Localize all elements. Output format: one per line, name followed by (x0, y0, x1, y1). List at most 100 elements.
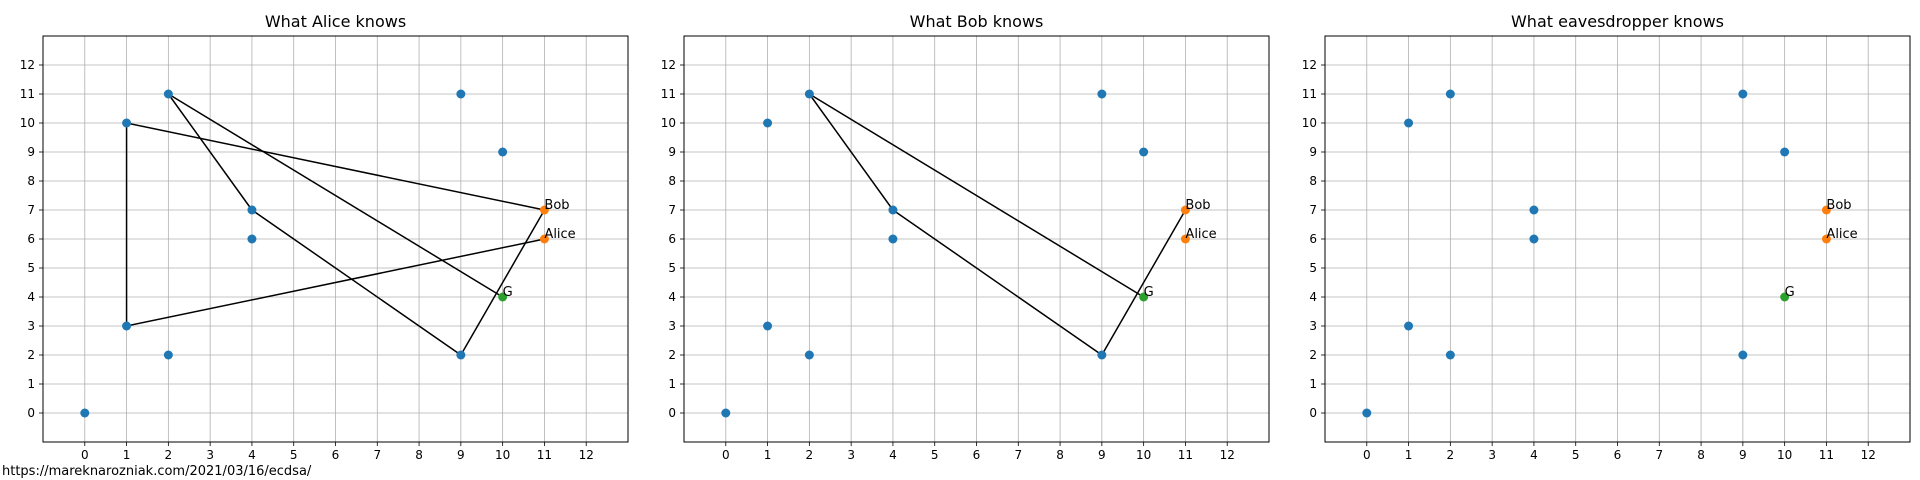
path-segment (125, 122, 546, 211)
y-tick-label: 0 (1309, 406, 1317, 420)
y-tick-label: 1 (27, 377, 35, 391)
data-point (888, 205, 898, 215)
path-segment (808, 93, 1145, 298)
y-tick-label: 5 (1309, 261, 1317, 275)
y-tick-label: 7 (668, 203, 676, 217)
data-point (122, 321, 132, 331)
y-tick-label: 5 (668, 261, 676, 275)
point-g (1780, 292, 1790, 302)
y-tick-label: 9 (27, 145, 35, 159)
data-point (1404, 118, 1414, 128)
axes-frame (683, 35, 1270, 443)
point-label-alice: Alice (1826, 227, 1857, 242)
x-tick-label: 9 (1739, 448, 1747, 462)
x-tick-label: 10 (1136, 448, 1151, 462)
point-label-g: G (1144, 285, 1154, 300)
x-tick-label: 2 (806, 448, 814, 462)
data-point (498, 147, 508, 157)
point-label-g: G (503, 285, 513, 300)
data-point (1139, 147, 1149, 157)
point-label-alice: Alice (1185, 227, 1216, 242)
data-point (1404, 321, 1414, 331)
y-tick-label: 7 (1309, 203, 1317, 217)
y-tick-label: 6 (1309, 232, 1317, 246)
data-point (456, 350, 466, 360)
x-tick-label: 0 (81, 448, 89, 462)
y-tick-label: 10 (1302, 116, 1317, 130)
y-tick-label: 9 (668, 145, 676, 159)
x-tick-label: 1 (764, 448, 772, 462)
x-tick-label: 9 (1098, 448, 1106, 462)
y-tick-label: 4 (27, 290, 35, 304)
y-tick-label: 8 (1309, 174, 1317, 188)
chart-title: What eavesdropper knows (1511, 12, 1724, 31)
axes-frame (1324, 35, 1911, 443)
x-tick-label: 8 (1697, 448, 1705, 462)
y-tick-label: 12 (20, 58, 35, 72)
point-alice (1180, 234, 1190, 244)
y-tick-label: 8 (27, 174, 35, 188)
x-tick-label: 8 (1056, 448, 1064, 462)
data-point (456, 89, 466, 99)
footer-url: https://mareknarozniak.com/2021/03/16/ec… (2, 464, 312, 479)
y-tick-label: 7 (27, 203, 35, 217)
path-segment (251, 209, 462, 356)
x-tick-label: 7 (1655, 448, 1663, 462)
y-tick-label: 12 (661, 58, 676, 72)
x-tick-label: 11 (1819, 448, 1834, 462)
data-point (1738, 89, 1748, 99)
y-tick-label: 10 (20, 116, 35, 130)
data-point (888, 234, 898, 244)
x-tick-label: 5 (1572, 448, 1580, 462)
point-label-bob: Bob (1185, 198, 1210, 213)
x-tick-label: 4 (1530, 448, 1538, 462)
y-tick-label: 4 (1309, 290, 1317, 304)
data-point (1445, 89, 1455, 99)
axes-frame (42, 35, 629, 443)
x-tick-label: 6 (332, 448, 340, 462)
y-tick-label: 5 (27, 261, 35, 275)
x-tick-label: 10 (1777, 448, 1792, 462)
x-tick-label: 9 (457, 448, 465, 462)
data-point (1362, 408, 1372, 418)
x-tick-label: 3 (206, 448, 214, 462)
data-point (122, 118, 132, 128)
point-alice (539, 234, 549, 244)
x-tick-label: 1 (123, 448, 131, 462)
x-tick-label: 12 (579, 448, 594, 462)
path-segment (167, 93, 253, 211)
x-tick-label: 1 (1405, 448, 1413, 462)
y-tick-label: 10 (661, 116, 676, 130)
x-tick-label: 6 (973, 448, 981, 462)
point-label-g: G (1785, 285, 1795, 300)
x-tick-label: 5 (931, 448, 939, 462)
path-segment (808, 93, 894, 211)
y-tick-label: 2 (1309, 348, 1317, 362)
y-tick-label: 3 (27, 319, 35, 333)
path-segment (892, 209, 1103, 356)
y-tick-label: 0 (27, 406, 35, 420)
x-tick-label: 2 (165, 448, 173, 462)
chart-title: What Alice knows (265, 12, 406, 31)
y-tick-label: 6 (668, 232, 676, 246)
x-tick-label: 4 (248, 448, 256, 462)
point-bob (539, 205, 549, 215)
data-point (1529, 205, 1539, 215)
path-segment (125, 238, 546, 327)
y-tick-label: 6 (27, 232, 35, 246)
point-g (498, 292, 508, 302)
y-tick-label: 8 (668, 174, 676, 188)
x-tick-label: 12 (1220, 448, 1235, 462)
data-point (1097, 350, 1107, 360)
x-tick-label: 0 (1363, 448, 1371, 462)
data-point (804, 89, 814, 99)
y-tick-label: 3 (1309, 319, 1317, 333)
y-tick-label: 0 (668, 406, 676, 420)
point-label-alice: Alice (544, 227, 575, 242)
x-tick-label: 7 (1014, 448, 1022, 462)
